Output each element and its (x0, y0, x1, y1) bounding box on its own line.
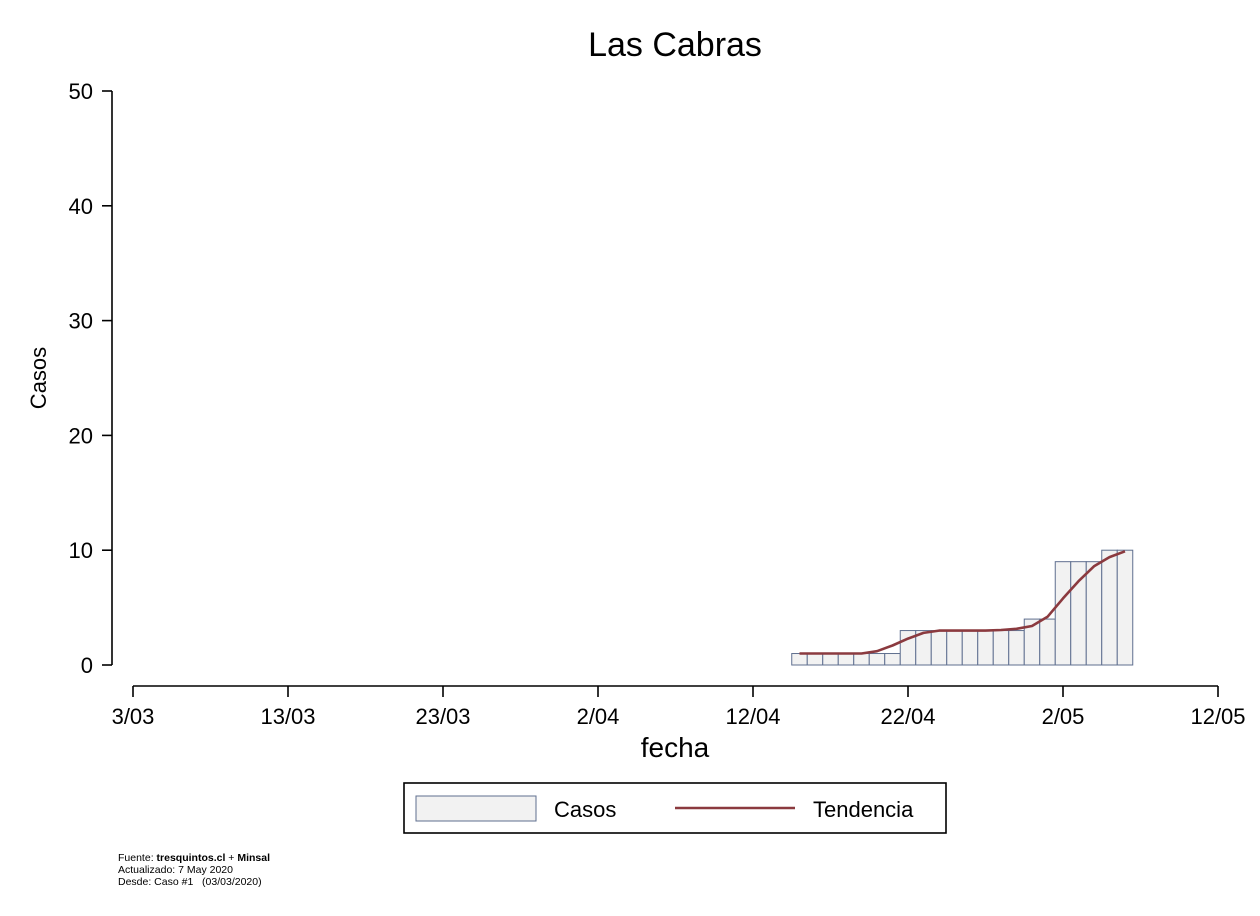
x-tick-label: 2/04 (577, 704, 620, 729)
bar (961, 630, 979, 666)
x-tick-label: 12/04 (725, 704, 780, 729)
x-tick-label: 23/03 (415, 704, 470, 729)
trend-line (799, 550, 1126, 655)
y-axis-ticks: 0 10 20 30 40 50 (69, 79, 112, 678)
footer-updated: Actualizado: 7 May 2020 (118, 864, 233, 876)
bar (1116, 549, 1134, 666)
footer-since: Desde: Caso #1 (03/03/2020) (118, 876, 262, 888)
footer: Fuente: tresquintos.cl + Minsal Actualiz… (118, 852, 270, 888)
footer-source-prefix: Fuente: (118, 852, 157, 864)
bar (1039, 618, 1056, 666)
bar (853, 653, 870, 666)
x-tick-label: 3/03 (112, 704, 155, 729)
footer-source: Fuente: tresquintos.cl + Minsal (118, 852, 270, 864)
x-tick-label: 22/04 (880, 704, 935, 729)
y-tick-label: 10 (69, 538, 93, 563)
bar (884, 653, 901, 666)
footer-source-site: tresquintos.cl (156, 852, 226, 864)
legend-label-casos: Casos (554, 797, 616, 822)
x-tick-label: 2/05 (1042, 704, 1085, 729)
bar (992, 630, 1010, 666)
y-tick-label: 20 (69, 423, 93, 448)
y-tick-label: 50 (69, 79, 93, 104)
legend-label-tendencia: Tendencia (813, 797, 914, 822)
legend: Casos Tendencia (403, 782, 947, 834)
bar (837, 653, 855, 666)
bar (791, 653, 808, 666)
bar (930, 630, 948, 666)
bar-series (791, 549, 1134, 666)
bar (1008, 630, 1025, 666)
y-axis-label: Casos (26, 347, 51, 409)
y-tick-label: 40 (69, 194, 93, 219)
bar (868, 653, 886, 666)
bar (946, 630, 963, 666)
x-axis-ticks: 3/03 13/03 23/03 2/04 12/04 22/04 2/05 12/05 (112, 686, 1246, 729)
bar (977, 630, 994, 666)
bar (822, 653, 839, 666)
footer-source-plus: + (225, 852, 238, 864)
bar (1085, 561, 1103, 666)
bar (806, 653, 824, 666)
x-axis-label: fecha (641, 732, 710, 763)
legend-swatch-casos (415, 795, 537, 822)
chart-title: Las Cabras (588, 26, 762, 64)
x-tick-label: 12/05 (1190, 704, 1245, 729)
bar (1054, 561, 1072, 666)
footer-source-org: Minsal (237, 852, 271, 864)
y-tick-label: 30 (69, 309, 93, 334)
x-tick-label: 13/03 (260, 704, 315, 729)
y-tick-label: 0 (81, 653, 93, 678)
bar (1101, 549, 1118, 666)
